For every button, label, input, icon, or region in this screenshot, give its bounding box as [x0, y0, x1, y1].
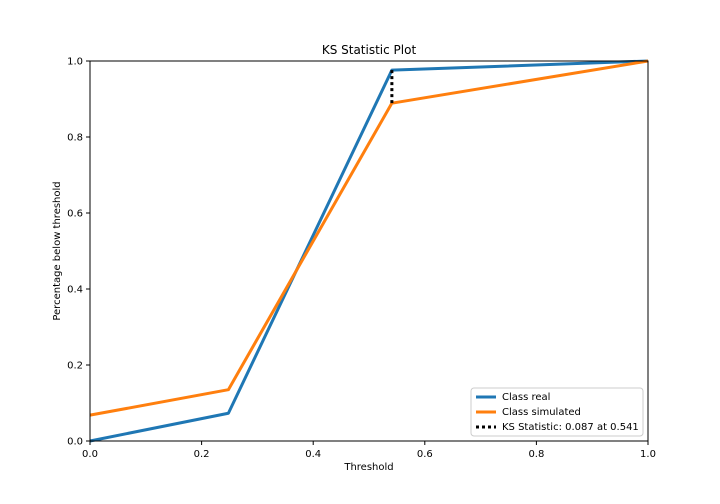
- y-axis-ticks: 0.0 0.2 0.4 0.6 0.8 1.0: [67, 57, 90, 448]
- legend-box: [470, 387, 644, 437]
- y-axis-label: Percentage below threshold: [52, 181, 63, 320]
- y-tick-label: 0.0: [67, 437, 83, 448]
- series-line-class-real: [89, 59, 649, 443]
- legend: Class real Class simulated KS Statistic:…: [470, 387, 644, 437]
- y-tick-label: 0.2: [67, 361, 83, 372]
- x-tick-label: 0.6: [417, 449, 433, 460]
- x-tick-label: 0.0: [82, 449, 98, 460]
- legend-label-class-real: Class real: [502, 392, 550, 403]
- chart-title: KS Statistic Plot: [322, 43, 417, 57]
- legend-label-class-simulated: Class simulated: [502, 407, 581, 418]
- plot-lines: [89, 59, 649, 443]
- y-tick-label: 0.8: [67, 133, 83, 144]
- x-tick-label: 1.0: [640, 449, 656, 460]
- x-tick-label: 0.2: [194, 449, 210, 460]
- y-tick-label: 0.6: [67, 209, 83, 220]
- plot-frame: [89, 60, 649, 442]
- x-tick-label: 0.8: [528, 449, 544, 460]
- x-axis-ticks: 0.0 0.2 0.4 0.6 0.8 1.0: [82, 441, 656, 460]
- legend-label-ks-statistic: KS Statistic: 0.087 at 0.541: [502, 422, 639, 433]
- y-tick-label: 1.0: [67, 57, 83, 68]
- series-line-class-simulated: [89, 59, 649, 417]
- x-axis-label: Threshold: [343, 462, 393, 473]
- y-tick-label: 0.4: [67, 285, 83, 296]
- x-tick-label: 0.4: [305, 449, 321, 460]
